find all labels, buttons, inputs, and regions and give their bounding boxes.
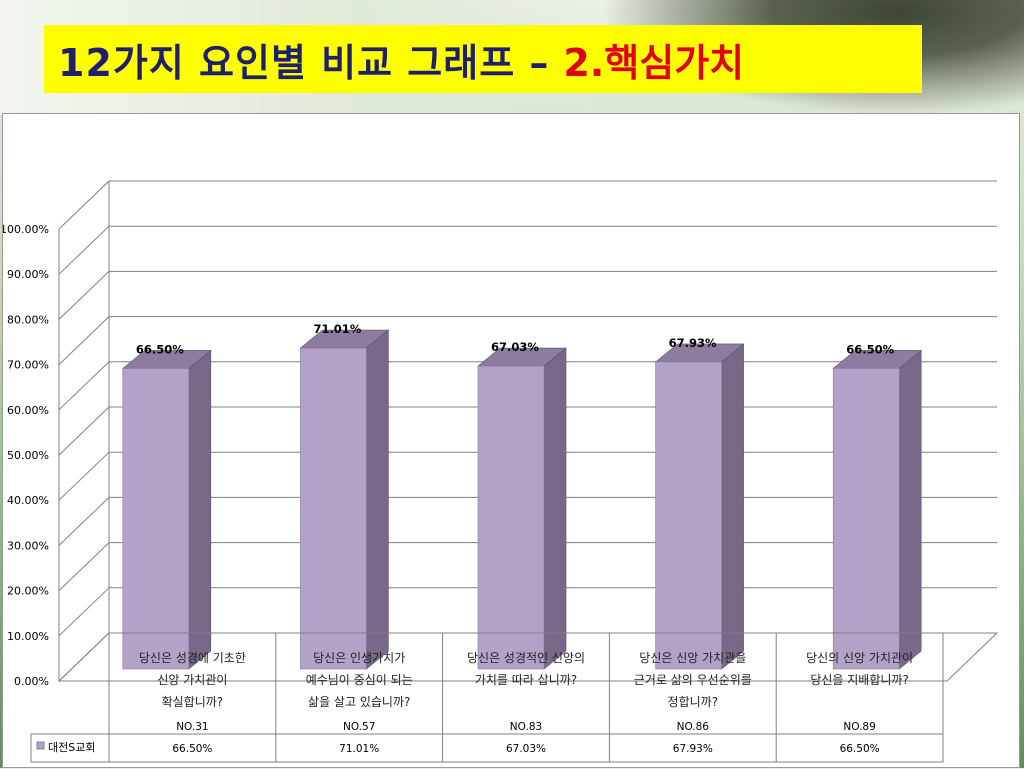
gridline-side	[58, 225, 110, 275]
category-code: NO.83	[510, 721, 542, 733]
gridline-side	[58, 451, 110, 501]
slide-title-banner: 12가지 요인별 비교 그래프 – 2.핵심가치	[44, 25, 922, 93]
data-label: 67.93%	[669, 336, 717, 350]
gridline-side	[58, 271, 110, 320]
category-label: 당신은 인생가치가	[313, 651, 405, 665]
bar-side	[543, 347, 567, 670]
y-tick-label: 100.00%	[3, 223, 49, 236]
category-code: NO.31	[176, 721, 208, 733]
category-label: 당신을 지배합니까?	[810, 673, 909, 687]
category-label: 당신은 신앙 가치관을	[639, 651, 746, 665]
category-label: 신앙 가치관이	[157, 673, 227, 687]
table-value: 67.03%	[506, 743, 546, 755]
category-label: 당신은 성경적인 신앙의	[467, 651, 585, 665]
gridline-side	[58, 406, 110, 456]
category-code: NO.86	[677, 721, 710, 733]
slide-title: 12가지 요인별 비교 그래프 –	[58, 40, 550, 85]
y-tick-label: 80.00%	[7, 313, 49, 326]
bar-side	[721, 343, 744, 670]
y-tick-label: 10.00%	[7, 630, 49, 643]
y-tick-label: 50.00%	[7, 449, 49, 462]
bar	[122, 368, 190, 670]
bar	[300, 347, 367, 670]
table-value: 66.50%	[172, 743, 212, 755]
gridline-side	[58, 542, 110, 591]
y-tick-label: 70.00%	[7, 359, 49, 372]
table-value: 71.01%	[339, 743, 379, 755]
legend-series-name: 대전S교회	[48, 741, 95, 754]
category-label: 예수님이 중심이 되는	[306, 673, 413, 687]
category-label: 근거로 삶의 우선순위를	[634, 673, 752, 687]
legend-swatch	[36, 741, 45, 750]
bar	[477, 365, 545, 670]
gridline-side	[58, 316, 110, 365]
bar-side	[188, 349, 212, 670]
y-tick-label: 60.00%	[7, 404, 49, 417]
category-label: 당신의 신앙 가치관이	[806, 651, 913, 665]
category-code: NO.57	[343, 721, 375, 733]
data-label: 71.01%	[313, 322, 361, 336]
bar	[655, 361, 722, 670]
bar-chart: 0.00% 10.00% 20.00% 30.00% 40.00% 50.00% 60.00…	[3, 180, 999, 763]
table-row-frame	[30, 733, 944, 763]
data-label: 66.50%	[136, 342, 184, 356]
y-tick-label: 30.00%	[7, 539, 49, 552]
gridline-side	[58, 497, 110, 546]
bar-side	[898, 349, 922, 670]
bar-side	[366, 329, 389, 670]
bar	[832, 368, 900, 670]
category-code: NO.89	[843, 721, 875, 733]
table-value: 66.50%	[840, 743, 880, 755]
category-label: 당신은 성경에 기초한	[139, 651, 246, 665]
category-label: 삶을 살고 있습니까?	[308, 695, 410, 709]
y-tick-label: 40.00%	[7, 494, 49, 507]
category-label: 확실합니까?	[162, 695, 224, 709]
gridline-side	[58, 180, 110, 230]
y-tick-label: 20.00%	[7, 585, 49, 598]
data-label: 67.03%	[491, 340, 539, 354]
slide-title-accent: 2.핵심가치	[563, 40, 745, 85]
y-tick-label: 0.00%	[14, 675, 49, 688]
gridline-side	[58, 587, 110, 637]
y-tick-label: 90.00%	[7, 268, 49, 281]
gridline-side	[58, 361, 110, 411]
category-label: 가치를 따라 삽니까?	[475, 673, 577, 687]
gridline-side	[58, 632, 110, 682]
table-value: 67.93%	[673, 743, 713, 755]
category-label: 정합니까?	[668, 695, 719, 709]
data-label: 66.50%	[846, 342, 894, 356]
chart-panel: 0.00% 10.00% 20.00% 30.00% 40.00% 50.00% 60.00…	[2, 113, 1020, 768]
